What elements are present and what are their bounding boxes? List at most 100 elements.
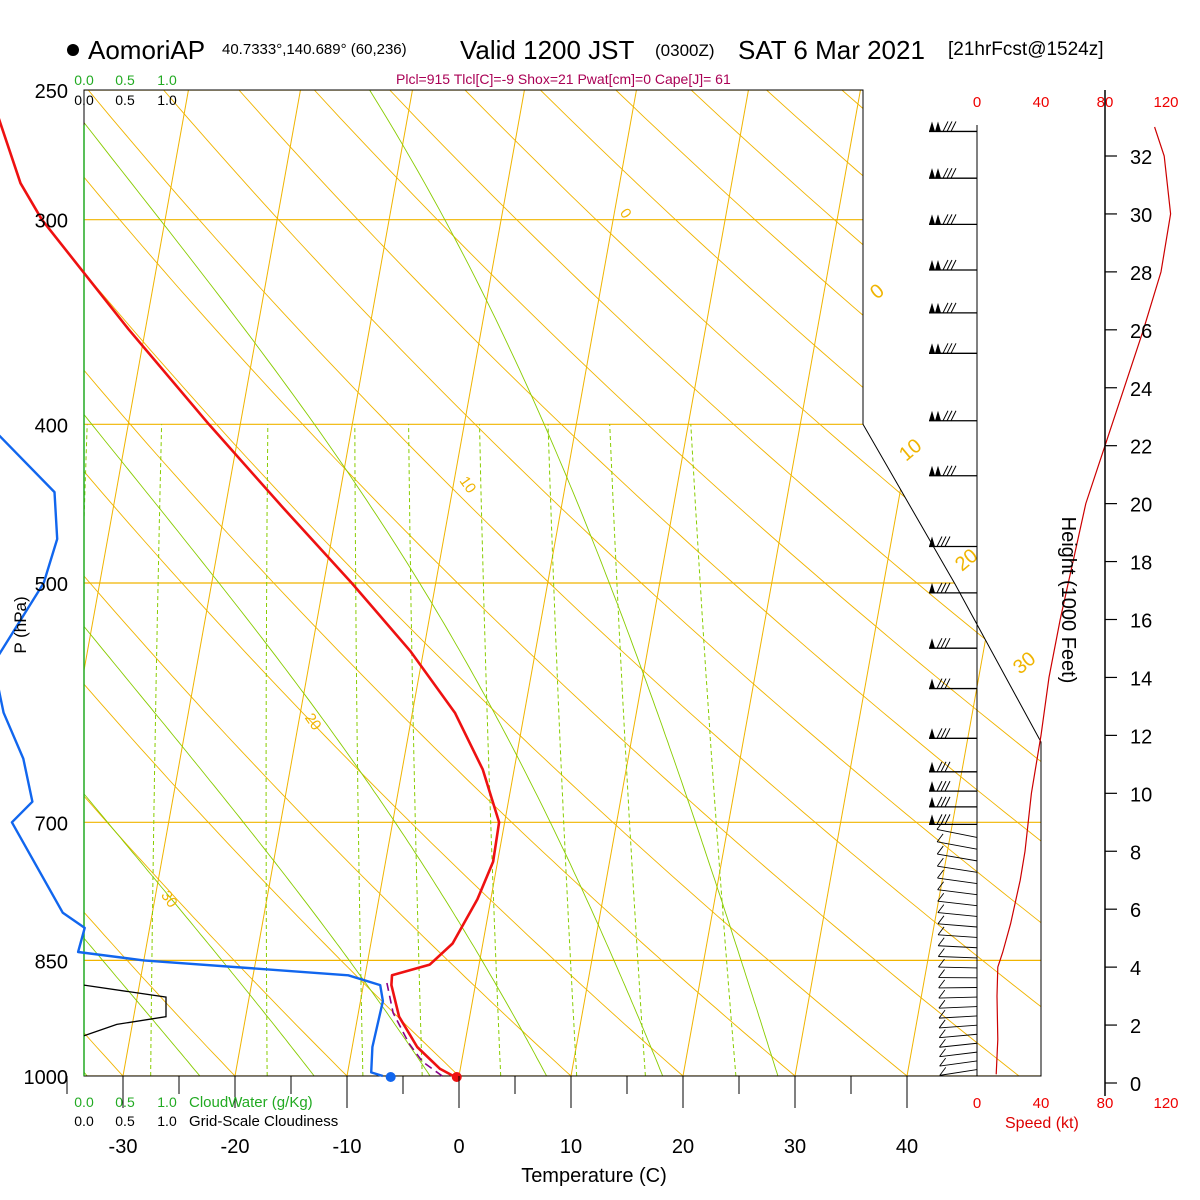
wind-barb-feather	[937, 926, 945, 936]
wind-barb	[938, 989, 978, 999]
wind-barb-feather	[942, 302, 949, 314]
wind-barb-pennant	[929, 536, 935, 547]
pressure-tick-label: 1000	[24, 1067, 69, 1089]
wind-barb-staff	[937, 877, 978, 885]
temperature-tick-label: 40	[896, 1136, 918, 1158]
isotherm-line	[458, 90, 637, 1076]
height-tick-label: 24	[1130, 379, 1152, 401]
wind-barb-feather	[936, 728, 943, 739]
wind-barb-pennant	[929, 214, 935, 225]
cloudiness-tick-label: 1.0	[157, 1113, 177, 1129]
wind-barb	[929, 167, 977, 179]
wind-barb-staff	[936, 828, 978, 838]
axis-texts: Temperature (C) P (hPa) Height (1000 Fee…	[11, 517, 1079, 1187]
surface-temperature-marker	[451, 1072, 462, 1082]
wind-barb-feather	[936, 796, 943, 808]
wind-barb	[938, 1019, 978, 1029]
wind-barb-staff	[938, 934, 978, 938]
wind-barb-pennant	[929, 761, 935, 772]
height-tick-label: 26	[1130, 321, 1152, 343]
mixing-ratio-line	[0, 424, 17, 1076]
wind-barb	[929, 761, 977, 773]
cloudiness-tick-label: 0.0	[74, 92, 94, 108]
wind-barb	[929, 410, 977, 422]
wind-barb-pennant	[935, 214, 941, 225]
wind-barb-staff	[937, 923, 978, 928]
wind-barb-pennant	[929, 410, 935, 421]
wind-barb-staff	[938, 996, 978, 999]
wind-barb-feather	[936, 536, 943, 547]
wind-speed-tick-label: 0	[973, 1095, 981, 1112]
wind-barb-feather	[940, 780, 947, 792]
wind-barb	[929, 796, 977, 808]
wind-barb-feather	[937, 937, 945, 947]
mixing-ratio-label: 20	[731, 1076, 755, 1100]
wind-barb-feather	[939, 1057, 947, 1067]
isotherm-line	[234, 90, 413, 1076]
wind-barb-staff	[939, 1024, 978, 1029]
mixing-ratio-line	[265, 424, 269, 1076]
wind-barb-pennant	[935, 302, 941, 313]
mixing-ratio-label: 3	[418, 1082, 436, 1099]
wind-barb-feather	[944, 780, 951, 792]
isotherm-label: 30	[1009, 648, 1040, 679]
height-tick-label: 32	[1130, 147, 1152, 169]
dry-adiabat	[84, 90, 837, 1076]
wind-barb-pennant	[935, 410, 941, 421]
x-axis-title: Temperature (C)	[521, 1165, 667, 1187]
wind-barb-feather	[938, 999, 946, 1009]
wind-barb-pennant	[929, 260, 935, 271]
station-marker-icon	[67, 44, 79, 56]
wind-barb	[936, 857, 978, 873]
sounding-profiles	[0, 117, 501, 1082]
isotherm-line	[346, 90, 525, 1076]
wind-barb	[938, 969, 978, 979]
isotherm-label: 20	[301, 710, 324, 733]
mixing-ratio-line	[690, 424, 737, 1076]
dry-adiabat	[585, 90, 1041, 1076]
dry-adiabat	[436, 90, 1041, 1076]
wind-barb-feather	[940, 582, 947, 594]
height-tick-label: 30	[1130, 205, 1152, 227]
wind-barb-feather	[950, 259, 957, 271]
wind-barb	[929, 536, 977, 548]
wind-barb-staff	[937, 841, 978, 850]
wind-barb-feather	[950, 214, 957, 225]
wind-barb-pennant	[929, 796, 935, 807]
wind-barb-feather	[944, 536, 951, 547]
wind-barb-staff	[939, 1042, 978, 1048]
cloud-water-tick-label: 0.5	[115, 1094, 135, 1110]
pressure-tick-label: 250	[35, 81, 68, 103]
isotherm-label: 20	[951, 545, 982, 576]
dry-adiabat	[212, 90, 1041, 1076]
dry-adiabat	[287, 90, 1041, 1076]
wind-barb-pennant	[929, 728, 935, 739]
wind-barb-feather	[942, 465, 949, 476]
wind-barb-pennant	[935, 121, 941, 132]
parcel-path	[385, 980, 443, 1077]
wind-barb	[937, 915, 978, 928]
wind-barb-staff	[939, 1069, 978, 1076]
cloudiness-label: Grid-Scale Cloudiness	[189, 1113, 338, 1130]
mixing-ratio-line	[150, 424, 163, 1076]
wind-barb-feather	[946, 121, 953, 132]
wind-barb	[936, 833, 978, 850]
dry-adiabat	[84, 90, 724, 1076]
wind-barb	[937, 892, 978, 907]
wind-barb-feather	[936, 678, 943, 689]
cloud-water-tick-label: 1.0	[157, 72, 177, 88]
wind-barb-staff	[939, 1033, 978, 1039]
pressure-tick-label: 400	[35, 415, 68, 437]
wind-barb	[939, 1048, 978, 1058]
mixing-ratio-label: 12	[641, 1076, 665, 1100]
wind-barb	[929, 259, 977, 271]
height-tick-label: 6	[1130, 900, 1141, 922]
cloudiness-tick-label: 1.0	[157, 92, 177, 108]
moist-adiabat	[84, 90, 454, 1076]
wind-barb-feather	[946, 214, 953, 225]
wind-barb	[929, 780, 977, 792]
wind-barb-staff	[937, 853, 978, 862]
wind-barb	[929, 465, 977, 477]
wind-barb-staff	[937, 889, 978, 896]
height-tick-label: 20	[1130, 495, 1152, 517]
